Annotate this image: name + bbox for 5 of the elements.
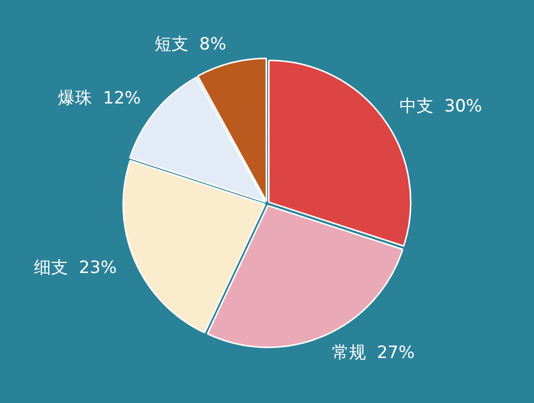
slice-label: 短支 8% <box>154 34 226 54</box>
slice-label: 爆珠 12% <box>58 88 141 109</box>
slice-label: 中支 30% <box>399 96 482 117</box>
slice-label: 常规 27% <box>332 343 415 364</box>
slice-label: 细支 23% <box>34 258 117 278</box>
